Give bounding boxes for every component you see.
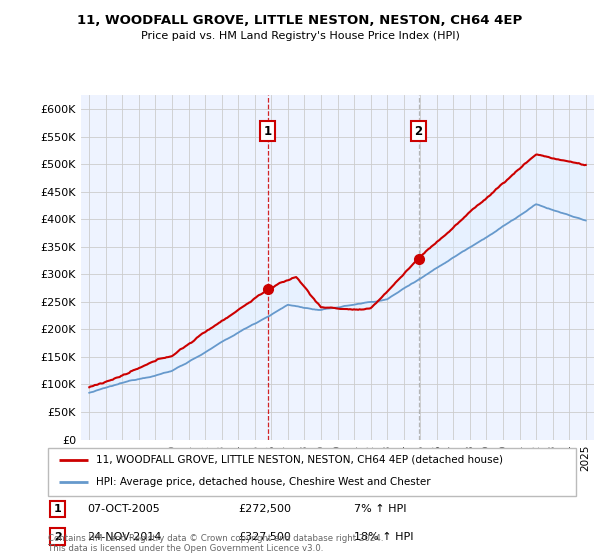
Text: 18% ↑ HPI: 18% ↑ HPI bbox=[354, 531, 414, 542]
Text: 2: 2 bbox=[53, 531, 61, 542]
Text: Price paid vs. HM Land Registry's House Price Index (HPI): Price paid vs. HM Land Registry's House … bbox=[140, 31, 460, 41]
Text: 1: 1 bbox=[53, 504, 61, 514]
Text: 07-OCT-2005: 07-OCT-2005 bbox=[88, 504, 160, 514]
Text: £272,500: £272,500 bbox=[238, 504, 291, 514]
Text: 7% ↑ HPI: 7% ↑ HPI bbox=[354, 504, 407, 514]
Text: £327,500: £327,500 bbox=[238, 531, 291, 542]
FancyBboxPatch shape bbox=[48, 448, 576, 496]
Text: 11, WOODFALL GROVE, LITTLE NESTON, NESTON, CH64 4EP (detached house): 11, WOODFALL GROVE, LITTLE NESTON, NESTO… bbox=[95, 455, 503, 465]
Text: HPI: Average price, detached house, Cheshire West and Chester: HPI: Average price, detached house, Ches… bbox=[95, 477, 430, 487]
Text: Contains HM Land Registry data © Crown copyright and database right 2024.
This d: Contains HM Land Registry data © Crown c… bbox=[48, 534, 383, 553]
Text: 24-NOV-2014: 24-NOV-2014 bbox=[88, 531, 162, 542]
Text: 1: 1 bbox=[263, 125, 272, 138]
Text: 11, WOODFALL GROVE, LITTLE NESTON, NESTON, CH64 4EP: 11, WOODFALL GROVE, LITTLE NESTON, NESTO… bbox=[77, 14, 523, 27]
Text: 2: 2 bbox=[415, 125, 422, 138]
